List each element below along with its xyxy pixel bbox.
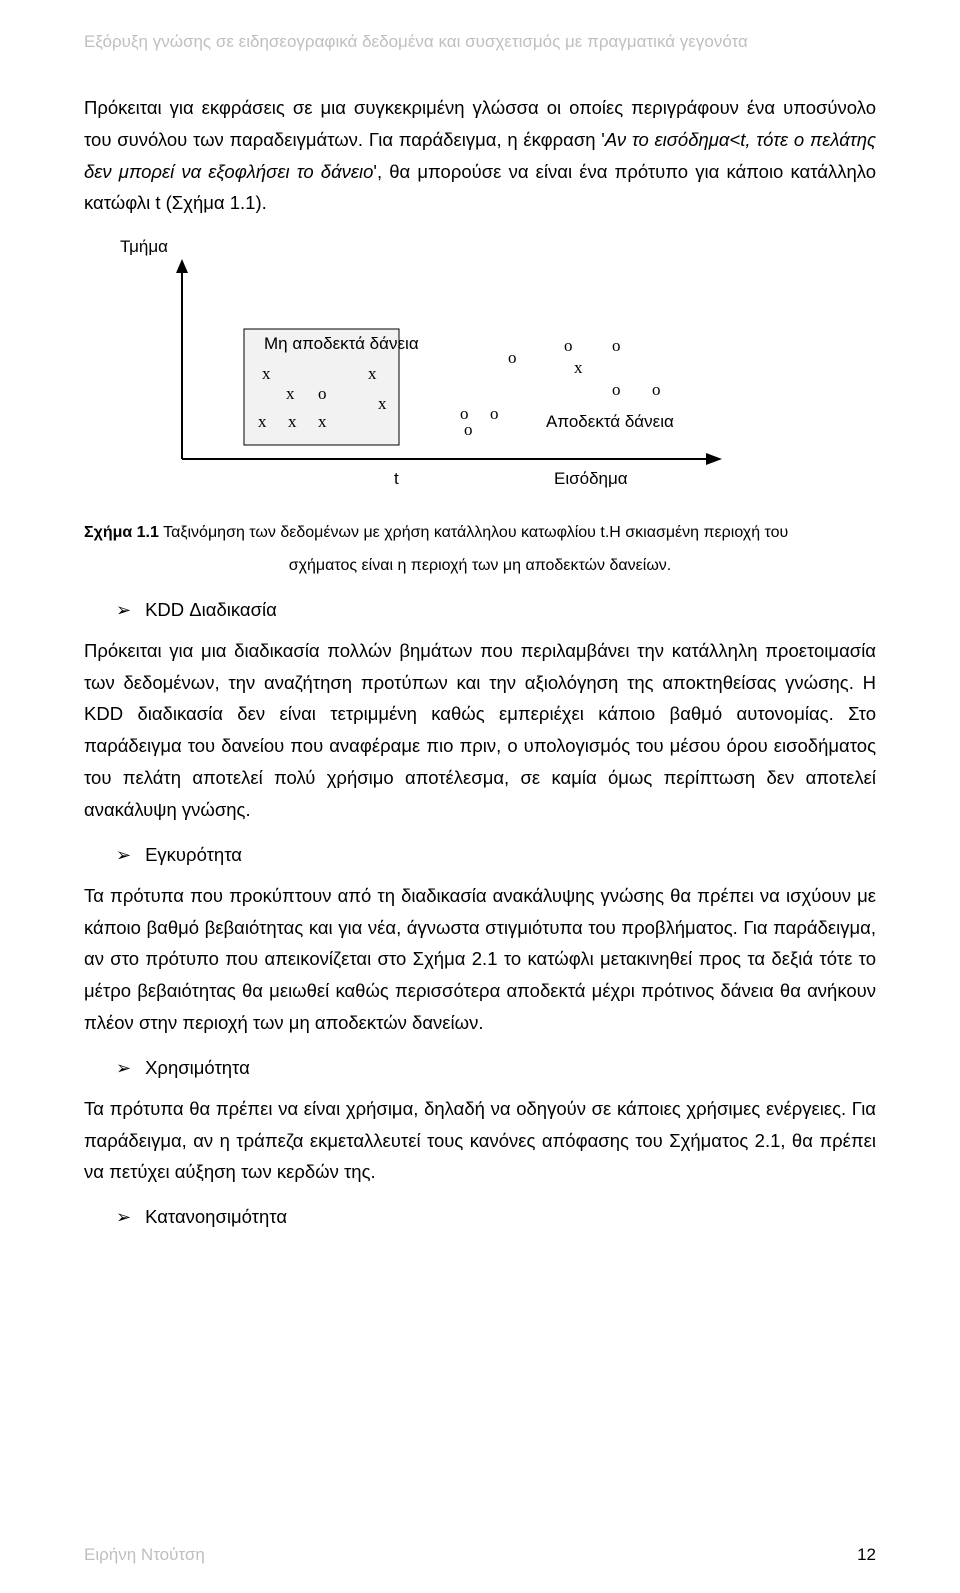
- chevron-right-icon: ➢: [116, 1059, 131, 1077]
- paragraph-1: Πρόκειται για εκφράσεις σε μια συγκεκριμ…: [84, 92, 876, 219]
- bullet-label: Κατανοησιμότητα: [145, 1206, 287, 1228]
- chevron-right-icon: ➢: [116, 846, 131, 864]
- bullet-label: KDD Διαδικασία: [145, 599, 277, 621]
- svg-text:x: x: [288, 412, 297, 431]
- caption-bold: Σχήμα 1.1: [84, 524, 159, 541]
- svg-text:x: x: [574, 358, 583, 377]
- chevron-right-icon: ➢: [116, 601, 131, 619]
- bullet-kdd: ➢ KDD Διαδικασία: [116, 599, 876, 621]
- bullet-label: Εγκυρότητα: [145, 844, 242, 866]
- y-axis-label: Τμήμα: [120, 237, 876, 257]
- svg-text:x: x: [286, 384, 295, 403]
- svg-text:o: o: [652, 380, 661, 399]
- page-footer: Ειρήνη Ντούτση 12: [84, 1545, 876, 1565]
- svg-text:x: x: [368, 364, 377, 383]
- paragraph-2: Πρόκειται για μια διαδικασία πολλών βημά…: [84, 635, 876, 826]
- bullet-understandability: ➢ Κατανοησιμότητα: [116, 1206, 876, 1228]
- running-header: Εξόρυξη γνώσης σε ειδησεογραφικά δεδομέν…: [84, 32, 876, 52]
- page-number: 12: [857, 1545, 876, 1565]
- x-axis-label: Εισόδημα: [554, 469, 628, 489]
- svg-text:o: o: [464, 420, 473, 439]
- caption-rest: Ταξινόμηση των δεδομένων με χρήση κατάλλ…: [159, 524, 788, 541]
- svg-text:o: o: [508, 348, 517, 367]
- chevron-right-icon: ➢: [116, 1208, 131, 1226]
- threshold-label: t: [394, 469, 399, 489]
- accepted-label: Αποδεκτά δάνεια: [546, 411, 674, 432]
- svg-text:x: x: [378, 394, 387, 413]
- figure-1-1: Τμήμα xxxxxxxx ooooooooo Μη αποδεκτά δάν…: [84, 237, 876, 509]
- bullet-label: Χρησιμότητα: [145, 1057, 250, 1079]
- paragraph-4: Τα πρότυπα θα πρέπει να είναι χρήσιμα, δ…: [84, 1093, 876, 1188]
- svg-text:o: o: [564, 336, 573, 355]
- bullet-validity: ➢ Εγκυρότητα: [116, 844, 876, 866]
- scatter-diagram: xxxxxxxx ooooooooo Μη αποδεκτά δάνεια Απ…: [154, 259, 794, 509]
- paragraph-3: Τα πρότυπα που προκύπτουν από τη διαδικα…: [84, 880, 876, 1039]
- diagram-svg: xxxxxxxx ooooooooo: [154, 259, 794, 509]
- bullet-usefulness: ➢ Χρησιμότητα: [116, 1057, 876, 1079]
- footer-author: Ειρήνη Ντούτση: [84, 1545, 205, 1565]
- svg-text:x: x: [318, 412, 327, 431]
- svg-text:o: o: [612, 336, 621, 355]
- box-label: Μη αποδεκτά δάνεια: [264, 333, 419, 354]
- svg-text:x: x: [258, 412, 267, 431]
- caption-line2: σχήματος είναι η περιοχή των μη αποδεκτώ…: [84, 552, 876, 581]
- svg-text:x: x: [262, 364, 271, 383]
- svg-text:o: o: [490, 404, 499, 423]
- figure-caption: Σχήμα 1.1 Ταξινόμηση των δεδομένων με χρ…: [84, 519, 876, 581]
- svg-text:o: o: [318, 384, 327, 403]
- svg-text:o: o: [612, 380, 621, 399]
